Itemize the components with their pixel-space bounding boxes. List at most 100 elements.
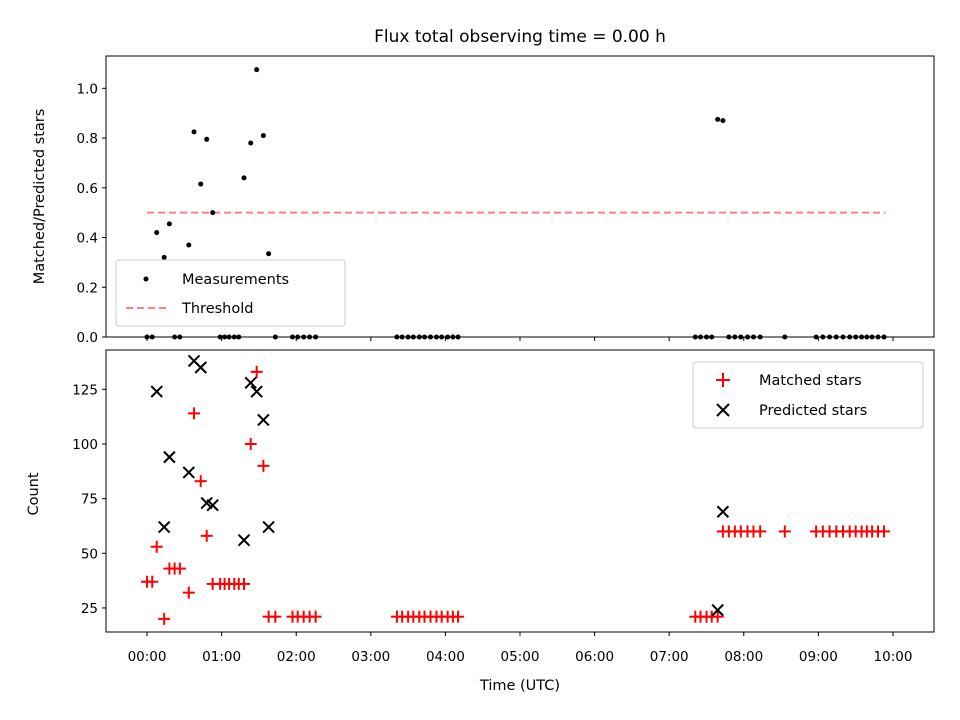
predicted-star-d2 <box>157 520 171 534</box>
predicted-star-point <box>182 466 196 479</box>
matched-star-point <box>188 407 201 420</box>
predicted-star-d2 <box>200 496 213 510</box>
measurement-point <box>191 129 197 135</box>
predicted-star-d2 <box>244 376 257 389</box>
x-tick-label: 03:00 <box>351 649 390 665</box>
bottom-y-ticks: 25 50 75 100 125 <box>72 382 106 617</box>
top-y-tick-label: 1.0 <box>77 81 98 97</box>
measurement-point <box>204 136 210 142</box>
x-tick-label: 04:00 <box>426 649 465 665</box>
bottom-y-tick-label: 25 <box>81 601 98 617</box>
bottom-x-ticks: 00:00 01:00 02:00 03:00 04:00 05:00 06:00 07:00… <box>128 632 913 665</box>
matched-star-point <box>309 610 322 623</box>
measurement-point <box>166 221 172 227</box>
predicted-star-point <box>237 533 251 547</box>
measurement-point <box>161 254 167 260</box>
measurement-point <box>248 140 254 146</box>
predicted-star-d2 <box>150 385 163 398</box>
bottom-panel: Count Time (UTC) 25 50 75 100 125 00:00 01:00… <box>26 349 935 694</box>
predicted-star-point <box>163 450 176 464</box>
predicted-star-d2 <box>262 520 275 534</box>
predicted-star-d2 <box>257 413 270 427</box>
matched-star-point <box>158 612 171 625</box>
predicted-star-d2 <box>250 385 263 398</box>
matched-star-point <box>250 365 263 378</box>
measurement-point <box>720 118 726 124</box>
measurement-point <box>198 181 204 187</box>
bottom-legend-box <box>692 361 924 429</box>
predicted-star-point <box>150 385 163 398</box>
matched-star-point <box>257 459 270 472</box>
predicted-star-point <box>250 385 263 398</box>
predicted-star-d2 <box>194 361 207 374</box>
measurement-point <box>186 242 192 248</box>
legend-measurements-label: Measurements <box>182 272 289 288</box>
matched-star-point <box>452 610 465 623</box>
bottom-axes-frame <box>105 349 935 633</box>
x-axis-label: Time (UTC) <box>479 678 560 694</box>
top-y-tick-label: 0.6 <box>77 181 98 197</box>
x-tick-label: 07:00 <box>650 649 689 665</box>
chart-title: Flux total observing time = 0.00 h <box>374 27 666 47</box>
predicted-star-d2 <box>163 450 176 464</box>
legend-predicted-label: Predicted stars <box>759 403 867 419</box>
measurement-point <box>241 175 247 181</box>
matched-star-point <box>244 438 257 450</box>
predicted-star-point <box>711 603 724 617</box>
bottom-y-tick-label: 75 <box>81 492 98 508</box>
top-y-ticks: 0.0 0.2 0.4 0.6 0.8 1.0 <box>77 81 106 346</box>
legend-measurements-marker <box>143 276 149 282</box>
matched-star-point <box>200 529 213 542</box>
top-y-tick-label: 0.2 <box>77 280 98 296</box>
x-tick-label: 08:00 <box>724 649 763 665</box>
x-tick-label: 05:00 <box>501 649 540 665</box>
predicted-star-point <box>206 499 219 512</box>
measurement-point <box>210 210 216 216</box>
x-tick-label: 06:00 <box>575 649 614 665</box>
predicted-star-point <box>262 520 275 534</box>
top-y-axis-label: Matched/Predicted stars <box>32 109 48 285</box>
x-tick-label: 00:00 <box>128 649 167 665</box>
measurement-point <box>260 133 266 139</box>
matched-star-point <box>173 562 186 575</box>
bottom-y-tick-label: 50 <box>81 546 98 562</box>
predicted-star-point <box>194 361 207 374</box>
legend-matched-label: Matched stars <box>759 373 862 389</box>
matched-star-point <box>711 610 724 623</box>
predicted-star-d2 <box>237 533 251 547</box>
top-y-tick-label: 0.0 <box>77 330 98 346</box>
predicted-star-d2 <box>711 603 724 617</box>
measurement-point <box>254 67 260 73</box>
predicted-star-d2 <box>716 505 730 518</box>
top-y-tick-label: 0.8 <box>77 131 98 147</box>
matched-star-point <box>146 575 159 588</box>
predicted-star-d2 <box>182 466 196 479</box>
matched-star-point <box>150 540 163 553</box>
top-axes-frame <box>105 55 935 338</box>
measurement-point <box>715 116 721 122</box>
matched-star-point <box>269 610 282 623</box>
x-tick-label: 10:00 <box>874 649 913 665</box>
bottom-y-tick-label: 125 <box>72 382 98 398</box>
predicted-star-point <box>716 505 730 518</box>
predicted-star-point <box>157 520 171 534</box>
bottom-legend: Matched stars Predicted stars <box>692 361 924 429</box>
legend-predicted-marker <box>716 403 730 417</box>
predicted-star-d2 <box>206 499 219 512</box>
top-y-tick-label: 0.4 <box>77 231 98 247</box>
legend-threshold-label: Threshold <box>181 301 253 317</box>
matched-star-point <box>194 475 207 488</box>
bottom-y-axis-label: Count <box>26 472 42 515</box>
top-panel: Flux total observing time = 0.00 h Match… <box>32 27 935 346</box>
bottom-plot-area <box>141 354 891 625</box>
measurement-point <box>154 230 160 236</box>
predicted-star-point <box>257 413 270 427</box>
x-tick-label: 09:00 <box>799 649 838 665</box>
predicted-star-point <box>244 376 257 389</box>
predicted-star-d2 <box>187 354 201 368</box>
matched-star-point <box>878 525 891 538</box>
bottom-y-tick-label: 100 <box>72 437 98 453</box>
top-legend-box <box>115 259 346 327</box>
top-legend: Measurements Threshold <box>115 259 346 327</box>
